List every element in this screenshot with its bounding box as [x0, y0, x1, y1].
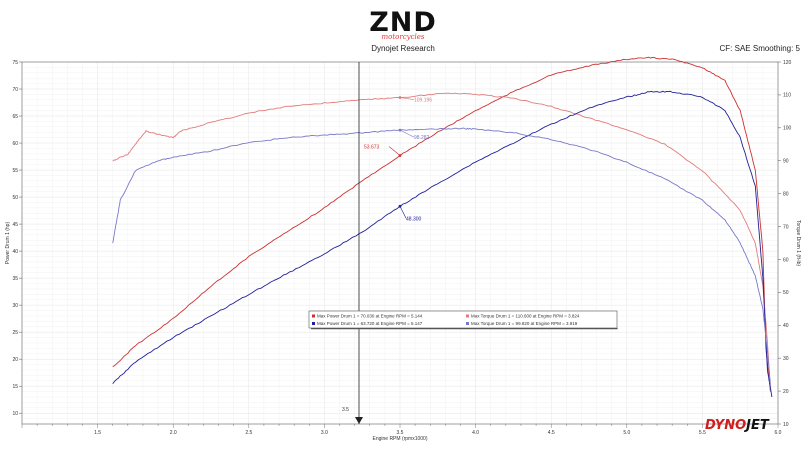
right-tick-label: 40 [783, 323, 789, 329]
left-tick-label: 40 [12, 249, 18, 255]
left-tick-label: 75 [12, 60, 18, 66]
left-tick-label: 35 [12, 276, 18, 282]
right-tick-label: 50 [783, 290, 789, 296]
x-tick-label: 3.0 [321, 430, 328, 436]
right-tick-label: 10 [783, 422, 789, 428]
x-tick-label: 4.5 [548, 430, 555, 436]
left-tick-label: 60 [12, 141, 18, 147]
brand-logo: ZND [369, 7, 437, 38]
legend-swatch-1 [312, 314, 315, 318]
series-layer [112, 56, 773, 398]
plot-grid [22, 62, 778, 424]
left-tick-label: 10 [12, 411, 18, 417]
legend-swatch-4 [466, 322, 469, 325]
readout-marker-3 [398, 154, 402, 157]
x-tick-label: 1.5 [94, 430, 101, 436]
readout-marker-2 [398, 128, 402, 132]
dynojet-logo: DYNOJET [705, 418, 770, 433]
series-line-3 [112, 90, 773, 398]
legend-entry-1: Max Power Drum 1 = 70.030 at Engine RPM … [317, 314, 423, 319]
right-tick-label: 110 [783, 93, 791, 99]
legend-swatch-2 [466, 314, 469, 318]
x-tick-label: 2.0 [170, 430, 177, 436]
chart-title: Dynojet Research [371, 44, 435, 53]
correction-factor-label: CF: SAE Smoothing: 5 [720, 44, 801, 53]
x-tick-label: 6.0 [775, 430, 782, 436]
legend-entry-3: Max Power Drum 1 = 63.720 at Engine RPM … [317, 321, 423, 326]
readout-label-2: 98.282 [414, 135, 430, 141]
svg-text:DYNOJET: DYNOJET [705, 418, 770, 433]
readout-label-4: 48.300 [406, 216, 422, 222]
x-tick-label: 3.5 [397, 430, 404, 436]
right-tick-label: 70 [783, 224, 789, 230]
x-tick-label: 4.0 [472, 430, 479, 436]
readout-label-3: 53.673 [364, 144, 380, 150]
legend-entry-2: Max Torque Drum 1 = 110.600 at Engine RP… [471, 314, 580, 319]
x-tick-label: 5.5 [699, 430, 706, 436]
series-line-4 [112, 127, 771, 385]
rpm-cursor-label: 3.5 [342, 407, 349, 413]
cursor-readouts: 109.196 98.282 53.673 48.300 [364, 96, 432, 222]
right-tick-label: 120 [783, 60, 792, 66]
right-axis: 10 20 30 40 50 60 70 80 90 100 110 120 [778, 60, 792, 428]
left-tick-label: 45 [12, 222, 18, 228]
left-axis-label: Power Drum 1 (hp) [5, 222, 11, 265]
readout-label-1: 109.196 [414, 98, 432, 104]
right-tick-label: 60 [783, 257, 789, 263]
x-axis: 1.5 2.0 2.5 3.0 3.5 4.0 4.5 5.0 5.5 6.0 [21, 424, 782, 436]
x-axis-label: Engine RPM (rpmx1000) [372, 436, 427, 442]
right-tick-label: 30 [783, 356, 789, 362]
right-axis-label: Torque Drum 1 (ft-lb) [795, 220, 801, 266]
rpm-cursor-marker-icon [355, 417, 363, 424]
right-tick-label: 90 [783, 159, 789, 165]
left-tick-label: 50 [12, 195, 18, 201]
chart-legend: Max Power Drum 1 = 70.030 at Engine RPM … [308, 310, 618, 330]
left-tick-label: 20 [12, 357, 18, 363]
right-tick-label: 100 [783, 126, 792, 132]
readout-arrow-3 [388, 146, 401, 156]
dynojet-logo-jet: JET [743, 418, 770, 433]
right-tick-label: 80 [783, 191, 789, 197]
x-tick-label: 2.5 [245, 430, 252, 436]
left-tick-label: 30 [12, 303, 18, 309]
left-tick-label: 25 [12, 330, 18, 336]
series-line-2 [112, 92, 771, 392]
readout-arrow-4 [399, 206, 407, 219]
right-tick-label: 20 [783, 389, 789, 395]
legend-swatch-3 [312, 322, 315, 325]
x-tick-label: 5.0 [623, 430, 630, 436]
dynojet-logo-dyno: DYNO [705, 418, 746, 433]
readout-marker-4 [398, 204, 402, 208]
readout-marker-1 [398, 96, 402, 99]
left-tick-label: 55 [12, 168, 18, 174]
left-axis: 10 15 20 25 30 35 40 45 50 55 60 65 70 75 [12, 60, 22, 417]
readout-arrow-1 [399, 97, 415, 100]
brand-logo-subtitle: motorcycles [382, 33, 425, 41]
left-tick-label: 70 [12, 87, 18, 93]
legend-entry-4: Max Torque Drum 1 = 99.820 at Engine RPM… [471, 321, 578, 326]
series-line-1 [112, 56, 771, 392]
readout-arrow-2 [399, 129, 415, 138]
left-tick-label: 15 [12, 384, 18, 390]
left-tick-label: 65 [12, 114, 18, 120]
